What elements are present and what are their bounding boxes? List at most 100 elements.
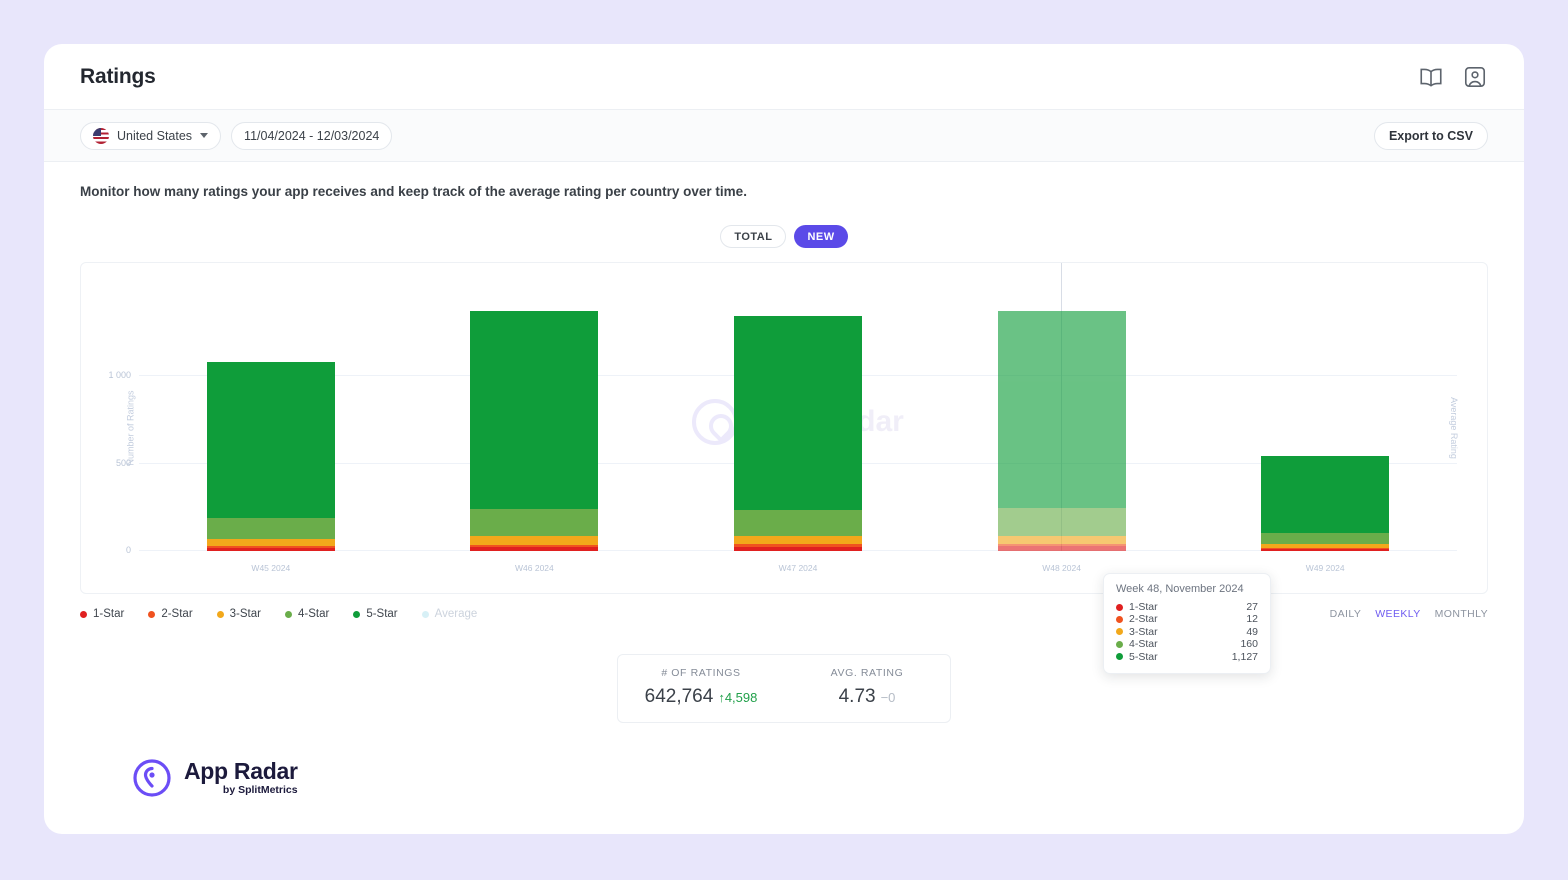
legend-item-2-star[interactable]: 2-Star [148,608,193,620]
stacked-bar[interactable] [997,310,1126,551]
ratings-chart: Number of Ratings Average Rating 0 500 1 0… [80,262,1488,674]
toggle-total[interactable]: TOTAL [720,225,787,248]
book-icon[interactable] [1418,64,1444,90]
bar-segment-2-star [997,544,1126,547]
bar-segment-3-star [470,536,599,545]
bar-slot[interactable]: W46 2024 [403,289,667,573]
bar-segment-4-star [733,510,862,537]
bar-segment-4-star [997,507,1126,536]
x-axis-tick: W45 2024 [251,563,291,573]
tooltip-row: 2-Star 12 [1116,613,1258,625]
granularity-selector: DAILY WEEKLY MONTHLY [1330,608,1488,620]
legend-label: 4-Star [297,608,330,620]
bar-segment-1-star [733,546,862,551]
legend-item-3-star[interactable]: 3-Star [216,608,261,620]
stat-card: AVG. RATING 4.73 −0 [784,655,950,722]
tooltip-color-dot [1116,628,1123,636]
tooltip-row-label: 4-Star [1129,638,1158,651]
tooltip-row-value: 12 [1246,613,1258,626]
stacked-bar[interactable] [470,310,599,551]
app-radar-logo-icon [132,758,172,798]
tooltip-row-label: 1-Star [1129,601,1158,613]
stat-value-row: 4.73 −0 [810,686,924,708]
filters-toolbar: United States 11/04/2024 - 12/03/2024 Ex… [44,110,1524,162]
bar-slot[interactable]: W49 2024 [1193,289,1457,573]
bar-segment-5-star [470,310,599,509]
bar-slot[interactable]: W47 2024 [666,289,930,573]
tooltip-row-value: 27 [1246,601,1258,613]
stat-delta: ↑4,598 [718,690,758,705]
granularity-weekly[interactable]: WEEKLY [1375,608,1421,620]
legend-label: 1-Star [93,608,125,620]
logo-name: App Radar [184,758,298,785]
chevron-down-icon [200,133,209,138]
bar-segment-1-star [470,547,599,551]
bar-segment-2-star [206,545,335,548]
bar-segment-3-star [733,536,862,545]
bar-segment-3-star [1261,543,1390,548]
stacked-bar[interactable] [206,361,335,551]
date-range-selector[interactable]: 11/04/2024 - 12/03/2024 [231,121,393,150]
legend-color-dot [284,610,292,618]
legend-item-5-star[interactable]: 5-Star [353,608,398,620]
bar-group: W45 2024 W46 2024 W47 2024 W48 2024 W49 2024 [139,263,1457,573]
y-axis-tick: 1 000 [108,370,131,381]
legend-color-dot [148,610,156,618]
bar-segment-4-star [206,518,335,540]
legend-label: 2-Star [161,608,193,620]
tooltip-title: Week 48, November 2024 [1116,583,1244,595]
chart-legend: 1-Star 2-Star 3-Star 4-Star 5-Star Average [80,608,477,620]
legend-color-dot [80,610,87,618]
account-icon[interactable] [1462,64,1488,90]
legend-color-dot [421,610,429,618]
bar-segment-5-star [997,310,1126,508]
y-axis-title: Number of Ratings [125,390,136,466]
y-axis-tick: 500 [115,457,131,468]
bar-segment-5-star [1261,455,1390,534]
bar-slot[interactable]: W45 2024 [139,289,403,573]
chart-tooltip: Week 48, November 2024 1-Star 27 2-Star 12 3… [1103,573,1271,674]
tooltip-row: 5-Star 1,127 [1116,651,1258,663]
tooltip-color-dot [1116,640,1123,648]
bar-slot[interactable]: W48 2024 [930,263,1194,573]
tooltip-row-value: 160 [1240,638,1258,651]
logo-subtitle: by SplitMetrics [222,784,298,797]
tooltip-color-dot [1116,603,1123,611]
x-axis-tick: W46 2024 [515,563,554,573]
granularity-daily[interactable]: DAILY [1329,608,1362,620]
legend-item-1-star[interactable]: 1-Star [80,608,124,620]
y-axis-tick: 0 [125,545,131,555]
summary-stats: # OF RATINGS 642,764 ↑4,598 AVG. RATING 4.73… [617,654,951,723]
tooltip-row-value: 1,127 [1231,650,1258,663]
x-axis-tick: W48 2024 [1042,563,1081,573]
bar-segment-2-star [1261,547,1390,550]
stacked-bar[interactable] [1261,455,1390,551]
bar-segment-1-star [997,546,1126,551]
bar-segment-5-star [733,316,862,511]
bar-segment-2-star [733,544,862,547]
app-radar-logo-text: App Radar by SplitMetrics [184,760,298,796]
country-label: United States [117,128,193,143]
app-radar-logo: App Radar by SplitMetrics [132,758,298,798]
toggle-new[interactable]: NEW [794,225,848,248]
tooltip-row: 4-Star 160 [1116,638,1258,650]
tooltip-row: 1-Star 27 [1116,601,1258,613]
tooltip-color-dot [1116,653,1123,661]
bar-segment-4-star [1261,533,1390,544]
tooltip-row-label: 5-Star [1129,650,1158,663]
tooltip-color-dot [1116,616,1123,624]
stat-label: # OF RATINGS [661,667,741,679]
legend-label: Average [434,608,478,620]
granularity-monthly[interactable]: MONTHLY [1434,608,1488,620]
country-selector[interactable]: United States [80,121,222,150]
ratings-page: Ratings United States [44,44,1524,834]
export-to-csv-button[interactable]: Export to CSV [1373,121,1488,150]
legend-color-dot [353,610,361,618]
stacked-bar[interactable] [733,316,862,551]
header-icons [1418,64,1488,90]
legend-item-average[interactable]: Average [421,608,478,620]
tooltip-row-value: 49 [1246,625,1258,638]
stat-value: 642,764 [644,686,714,707]
date-range-label: 11/04/2024 - 12/03/2024 [244,128,380,143]
legend-item-4-star[interactable]: 4-Star [284,608,330,620]
